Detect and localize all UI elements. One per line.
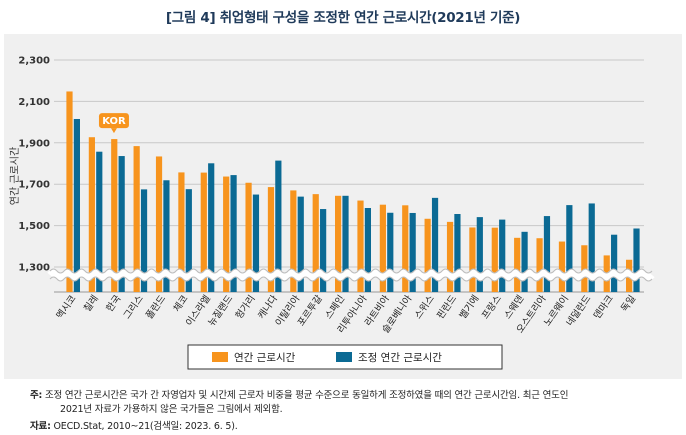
note-line-1: 주: 조정 연간 근로시간은 국가 간 자영업자 및 시간제 근로자 비중을 평… — [30, 387, 568, 401]
chart-title: [그림 4] 취업형태 구성을 조정한 연간 근로시간(2021년 기준) — [165, 10, 521, 26]
bar-adjusted-hours — [543, 216, 551, 292]
x-tick-label: 프랑스 — [479, 293, 504, 322]
bar-adjusted-hours — [96, 151, 103, 292]
note-text-1: 조정 연간 근로시간은 국가 간 자영업자 및 시간제 근로자 비중을 평균 수… — [44, 390, 569, 401]
bar-adjusted-hours — [387, 212, 394, 292]
y-tick-label: 1,300 — [18, 263, 50, 274]
bar-adjusted-hours — [230, 175, 237, 292]
bar-annual-hours — [558, 241, 566, 292]
legend-swatch-annual-hours — [212, 352, 228, 362]
bar-annual-hours — [581, 245, 588, 292]
bar-annual-hours — [133, 146, 140, 292]
bar-adjusted-hours — [342, 195, 349, 292]
bar-adjusted-hours — [566, 205, 573, 292]
bar-adjusted-hours — [476, 217, 483, 292]
kor-callout-pointer — [110, 128, 117, 134]
x-tick-label: 덴마크 — [592, 293, 616, 321]
x-tick-label: 칠레 — [82, 293, 101, 314]
bar-annual-hours — [446, 221, 454, 292]
bar-adjusted-hours — [140, 189, 148, 292]
bar-annual-hours — [312, 194, 319, 292]
legend-label-annual-hours: 연간 근로시간 — [234, 352, 296, 364]
x-tick-label: 스위스 — [412, 293, 437, 322]
x-tick-label: 체코 — [172, 293, 191, 314]
bar-adjusted-hours — [297, 196, 304, 292]
bar-annual-hours — [178, 172, 185, 292]
axis-break-line — [49, 276, 653, 282]
legend-swatch-adjusted-hours — [336, 352, 352, 362]
bar-adjusted-hours — [499, 219, 506, 292]
source-line: 자료: OECD.Stat, 2010~21(검색일: 2023. 6. 5). — [30, 418, 238, 432]
bar-adjusted-hours — [208, 163, 215, 292]
bar-annual-hours — [155, 156, 163, 292]
bar-annual-hours — [402, 205, 409, 292]
bar-adjusted-hours — [252, 194, 260, 292]
x-tick-label: 그리스 — [122, 293, 146, 321]
bar-annual-hours — [514, 237, 521, 292]
bar-adjusted-hours — [118, 156, 125, 292]
bar-annual-hours — [200, 172, 207, 292]
bar-annual-hours — [111, 139, 118, 292]
bar-annual-hours — [469, 227, 476, 292]
y-tick-label: 2,300 — [18, 56, 50, 67]
axis-break-line — [49, 268, 653, 274]
bar-annual-hours — [245, 182, 252, 292]
bar-adjusted-hours — [185, 189, 192, 292]
kor-callout — [98, 113, 129, 129]
y-tick-label: 1,900 — [18, 138, 50, 149]
bar-adjusted-hours — [611, 234, 618, 292]
axis-break-band — [47, 269, 655, 281]
note-label: 주: — [30, 390, 43, 401]
legend-label-adjusted-hours: 조정 연간 근로시간 — [358, 352, 442, 364]
x-tick-label: 폴란드 — [143, 293, 168, 322]
bar-adjusted-hours — [521, 231, 528, 292]
chart-panel: 1,300 1,500 1,700 1,900 2,100 2,300 연간 근로시간 멕시코… — [4, 34, 682, 379]
x-tick-label: 헝가리 — [234, 293, 258, 321]
bar-adjusted-hours — [275, 160, 282, 292]
bar-adjusted-hours — [364, 208, 371, 292]
bar-adjusted-hours — [320, 209, 327, 292]
y-axis-title: 연간 근로시간 — [9, 147, 21, 205]
x-tick-label: 멕시코 — [55, 293, 79, 321]
x-tick-label: 벨기에 — [458, 293, 482, 321]
bar-annual-hours — [88, 137, 95, 292]
y-tick-label: 1,700 — [18, 180, 50, 191]
bar-adjusted-hours — [633, 228, 640, 292]
bar-annual-hours — [66, 91, 73, 292]
y-tick-label: 2,100 — [18, 97, 50, 108]
source-text: OECD.Stat, 2010~21(검색일: 2023. 6. 5). — [53, 421, 238, 432]
source-label: 자료: — [30, 421, 51, 432]
bar-annual-hours — [357, 200, 364, 292]
x-tick-label: 한국 — [104, 293, 123, 314]
x-tick-label: 핀란드 — [434, 293, 459, 322]
bar-adjusted-hours — [409, 212, 416, 292]
bar-annual-hours — [536, 238, 543, 292]
bar-adjusted-hours — [163, 180, 170, 292]
kor-callout-label: KOR — [102, 116, 126, 127]
bar-annual-hours — [290, 190, 297, 292]
bar-annual-hours — [267, 187, 275, 292]
bar-annual-hours — [491, 227, 498, 292]
bar-adjusted-hours — [588, 203, 595, 292]
bar-annual-hours — [424, 218, 431, 292]
bar-annual-hours — [379, 204, 386, 292]
bar-adjusted-hours — [431, 197, 439, 292]
y-tick-label: 1,500 — [18, 221, 50, 232]
note-line-2: 2021년 자료가 가용하지 않은 국가들은 그림에서 제외함. — [60, 404, 283, 415]
bar-adjusted-hours — [73, 118, 80, 293]
bar-adjusted-hours — [454, 214, 461, 292]
bar-annual-hours — [223, 176, 230, 292]
x-tick-label: 독일 — [619, 293, 638, 314]
bar-annual-hours — [335, 195, 342, 292]
